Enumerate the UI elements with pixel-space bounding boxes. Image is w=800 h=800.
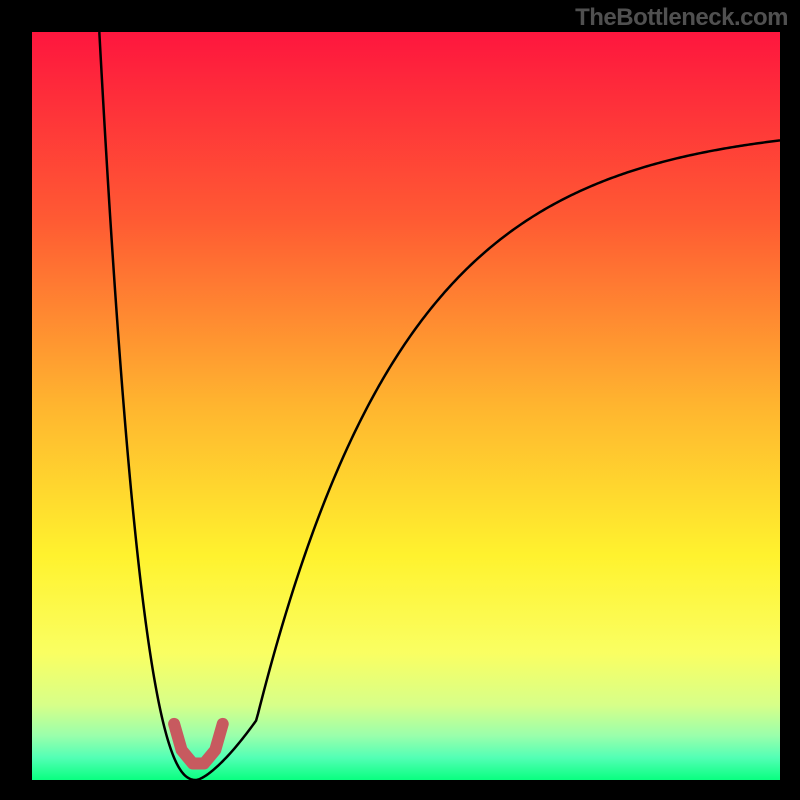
bottleneck-chart xyxy=(0,0,800,800)
gradient-background xyxy=(32,32,780,780)
watermark-text: TheBottleneck.com xyxy=(575,4,788,32)
